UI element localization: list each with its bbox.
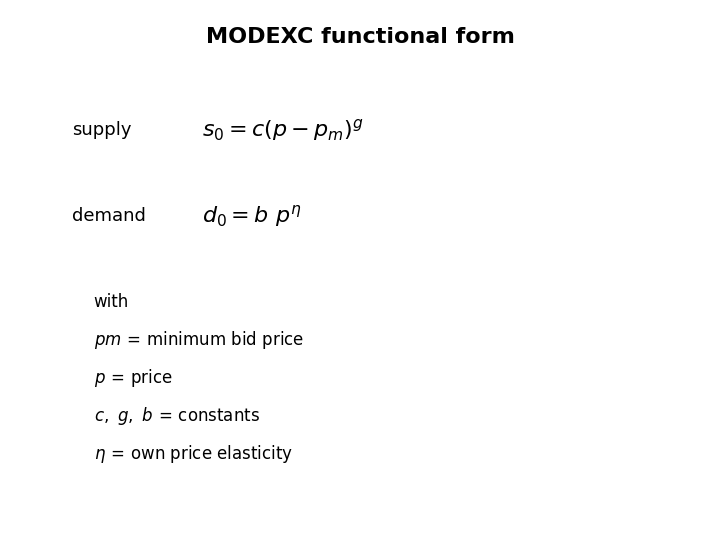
Text: $p$$\,=\,$price: $p$$\,=\,$price bbox=[94, 367, 173, 389]
Text: $c,\ g,\ b$$\,=\,$constants: $c,\ g,\ b$$\,=\,$constants bbox=[94, 405, 260, 427]
Text: MODEXC functional form: MODEXC functional form bbox=[206, 27, 514, 47]
Text: $d_0 = b\ p^{\eta}$: $d_0 = b\ p^{\eta}$ bbox=[202, 203, 301, 229]
Text: $pm$$\,=\,$minimum bid price: $pm$$\,=\,$minimum bid price bbox=[94, 329, 304, 351]
Text: with: with bbox=[94, 293, 129, 312]
Text: demand: demand bbox=[72, 207, 146, 225]
Text: $s_0 = c(p - p_m)^g$: $s_0 = c(p - p_m)^g$ bbox=[202, 117, 364, 143]
Text: $\eta$$\,=\,$own price elasticity: $\eta$$\,=\,$own price elasticity bbox=[94, 443, 293, 464]
Text: supply: supply bbox=[72, 120, 132, 139]
